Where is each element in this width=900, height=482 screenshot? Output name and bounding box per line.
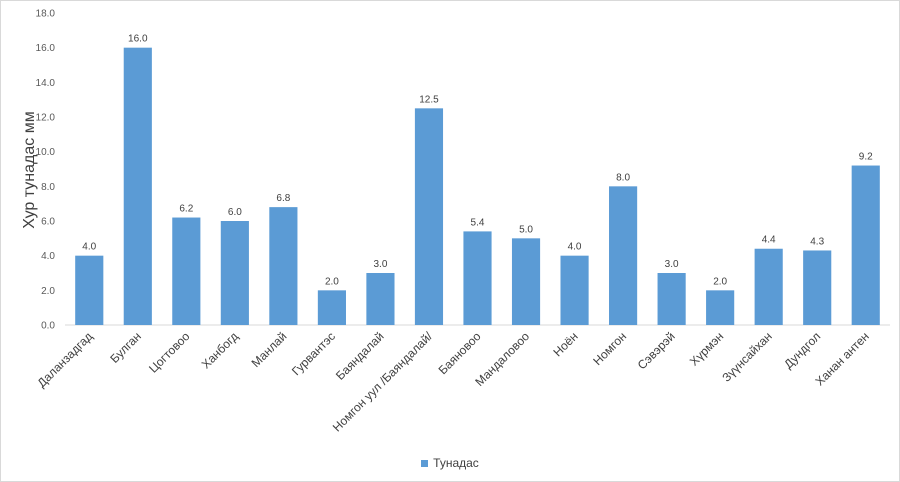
data-label: 2.0 [325, 276, 339, 287]
x-tick-label: Хүрмэн [687, 329, 726, 368]
data-label: 4.0 [82, 242, 96, 253]
data-label: 6.2 [179, 204, 193, 215]
y-tick-label: 0.0 [41, 321, 55, 332]
y-tick-label: 8.0 [41, 182, 55, 193]
x-tick-label: Сэвэрэй [635, 329, 678, 372]
data-label: 6.0 [228, 207, 242, 218]
bar [609, 186, 638, 325]
bar [123, 47, 152, 326]
y-tick-label: 4.0 [41, 251, 55, 262]
data-label: 3.0 [373, 259, 387, 270]
x-tick-label: Ханбогд [199, 329, 241, 371]
bar [220, 221, 249, 325]
bar [75, 255, 104, 325]
data-label: 2.0 [713, 276, 727, 287]
data-label: 5.4 [471, 217, 485, 228]
y-tick-label: 2.0 [41, 286, 55, 297]
data-label: 8.0 [616, 172, 630, 183]
x-tick-label: Цогтовоо [146, 329, 193, 376]
bar [803, 250, 832, 325]
legend-swatch [421, 459, 429, 467]
legend: Тунадас [0, 456, 900, 470]
bar [560, 255, 589, 325]
data-label: 16.0 [128, 34, 148, 45]
y-tick-label: 16.0 [36, 43, 56, 54]
bar [366, 273, 395, 325]
bar [414, 108, 444, 325]
data-label: 4.3 [810, 236, 824, 247]
data-label: 6.8 [276, 193, 290, 204]
bar [269, 207, 298, 325]
bar [851, 165, 880, 325]
data-label: 5.0 [519, 224, 533, 235]
data-label: 4.4 [762, 235, 776, 246]
data-label: 9.2 [859, 152, 873, 163]
bar [657, 273, 686, 325]
x-tick-label: Гурвантэс [289, 329, 338, 378]
x-tick-label: Даланзадгад [35, 329, 96, 390]
data-label: 4.0 [568, 242, 582, 253]
x-tick-label: Дундгол [781, 329, 823, 371]
bar [463, 231, 492, 325]
x-tick-label: Манлай [249, 329, 290, 370]
y-tick-label: 12.0 [36, 113, 56, 124]
bar [706, 290, 735, 325]
x-tick-label: Зүүнсайхан [719, 329, 774, 384]
data-label: 12.5 [419, 94, 439, 105]
y-tick-label: 14.0 [36, 78, 56, 89]
bar [317, 290, 346, 325]
y-tick-label: 10.0 [36, 147, 56, 158]
data-label: 3.0 [665, 259, 679, 270]
x-tick-label: Баяновоо [436, 329, 484, 377]
x-tick-label: Номгон уул /Баяндалай/ [330, 329, 436, 435]
y-axis-title: Хур тунадас мм [21, 111, 38, 228]
legend-label: Тунадас [433, 456, 479, 470]
bar [172, 217, 201, 325]
y-tick-label: 18.0 [36, 9, 56, 20]
x-tick-label: Ноён [551, 329, 581, 359]
bar [754, 248, 783, 325]
y-tick-label: 6.0 [41, 217, 55, 228]
x-tick-label: Булган [107, 329, 144, 366]
bar [511, 238, 541, 325]
x-tick-label: Номгон [590, 329, 629, 368]
